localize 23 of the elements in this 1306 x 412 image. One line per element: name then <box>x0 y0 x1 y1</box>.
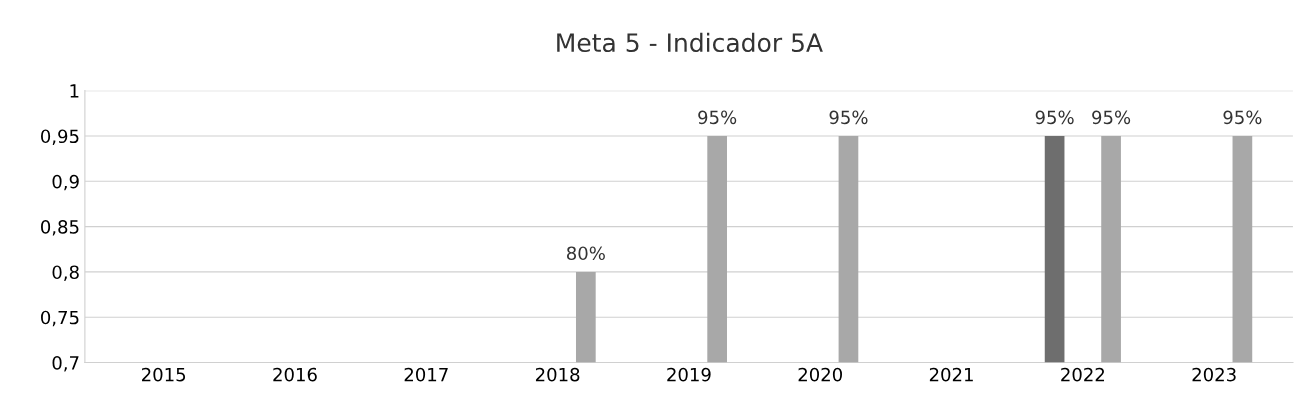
y-tick-label: 1 <box>70 84 79 98</box>
x-tick-label: 2023 <box>1192 367 1236 382</box>
y-tick-label: 0,7 <box>52 356 79 372</box>
x-tick-label: 2022 <box>1061 367 1105 382</box>
y-tick-label: 0,8 <box>52 265 79 281</box>
x-tick-label: 2017 <box>404 367 448 382</box>
x-tick-label: 2016 <box>273 367 317 382</box>
y-tick-label: 0,9 <box>52 174 79 191</box>
x-tick-label: 2020 <box>798 367 842 382</box>
y-tick-label: 0,75 <box>41 310 79 327</box>
y-tick-label: 0,85 <box>41 220 79 236</box>
data-label: 80% <box>567 246 605 261</box>
y-tick-label: 0,95 <box>41 129 79 145</box>
data-label: 95% <box>1223 110 1262 125</box>
data-label: 95% <box>698 110 737 125</box>
data-label: 95% <box>1035 110 1074 125</box>
x-tick-label: 2019 <box>667 367 711 382</box>
data-label: 95% <box>1092 110 1131 125</box>
x-tick-label: 2018 <box>535 367 580 382</box>
x-tick-label: 2021 <box>929 367 973 382</box>
chart-title: Meta 5 - Indicador 5A <box>557 32 823 53</box>
data-label: 95% <box>829 110 868 125</box>
x-tick-label: 2015 <box>142 367 186 382</box>
